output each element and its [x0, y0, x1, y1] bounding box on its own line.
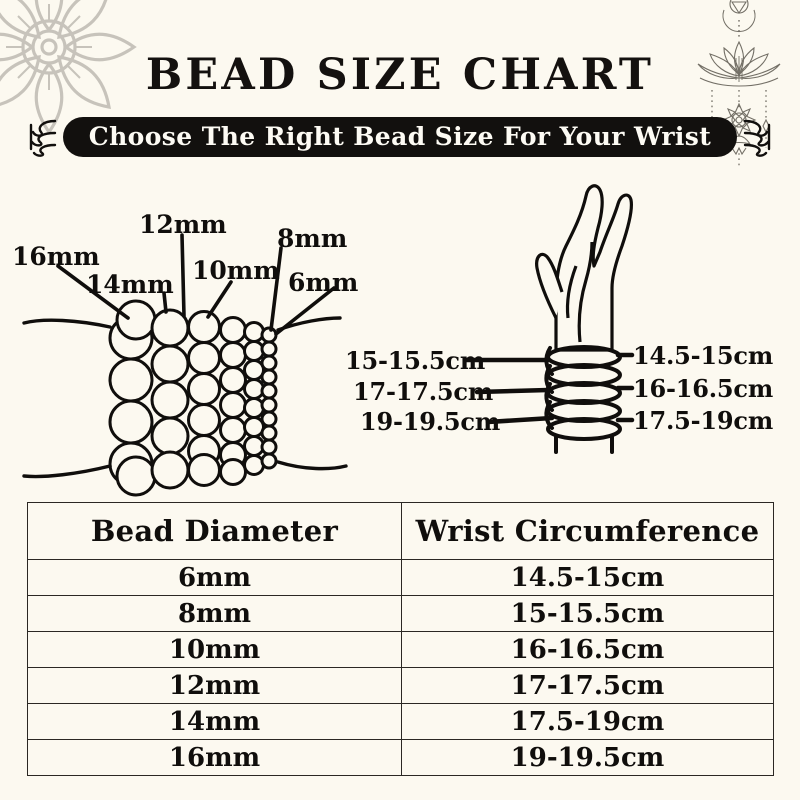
cell-wrist-circumference: 17-17.5cm	[401, 667, 774, 704]
cell-wrist-circumference: 17.5-19cm	[401, 703, 774, 740]
bead-label-12mm: 12mm	[139, 210, 227, 239]
column-header-bead-diameter: Bead Diameter	[27, 502, 402, 560]
page-title: BEAD SIZE CHART	[145, 50, 655, 100]
lotus-mandala-icon	[697, 0, 781, 166]
cell-wrist-circumference: 16-16.5cm	[401, 631, 774, 668]
table-row: 16mm 19-19.5cm	[27, 739, 774, 776]
wrist-label-left-17-17.5cm: 17-17.5cm	[353, 377, 494, 406]
cell-wrist-circumference: 19-19.5cm	[401, 739, 774, 776]
bead-label-8mm: 8mm	[277, 224, 348, 253]
hand-illustration	[535, 184, 634, 352]
bead-label-6mm: 6mm	[288, 268, 359, 297]
flourish-ornament-icon	[744, 119, 771, 157]
bead-label-16mm: 16mm	[12, 242, 100, 271]
wrist-label-left-15-15.5cm: 15-15.5cm	[345, 346, 486, 375]
table-row: 10mm 16-16.5cm	[27, 631, 774, 668]
bead-label-14mm: 14mm	[86, 270, 174, 299]
cell-wrist-circumference: 15-15.5cm	[401, 595, 774, 632]
table-row: 14mm 17.5-19cm	[27, 703, 774, 740]
wrist-label-right-17.5-19cm: 17.5-19cm	[633, 406, 774, 435]
table-header-row: Bead Diameter Wrist Circumference	[27, 502, 774, 560]
cell-bead-diameter: 6mm	[27, 559, 402, 596]
wrist-label-right-16-16.5cm: 16-16.5cm	[633, 374, 774, 403]
bead-label-10mm: 10mm	[192, 256, 280, 285]
wrist-tape-loops	[544, 345, 622, 454]
table-row: 8mm 15-15.5cm	[27, 595, 774, 632]
column-header-wrist-circumference: Wrist Circumference	[401, 502, 774, 560]
cell-bead-diameter: 12mm	[27, 667, 402, 704]
bead-size-table: Bead Diameter Wrist Circumference 6mm 14…	[27, 502, 774, 776]
cell-wrist-circumference: 14.5-15cm	[401, 559, 774, 596]
bead-cluster-illustration	[108, 299, 278, 497]
cell-bead-diameter: 16mm	[27, 739, 402, 776]
cell-bead-diameter: 8mm	[27, 595, 402, 632]
cell-bead-diameter: 10mm	[27, 631, 402, 668]
subtitle-banner: Choose The Right Bead Size For Your Wris…	[0, 114, 800, 160]
cell-bead-diameter: 14mm	[27, 703, 402, 740]
mandala-icon	[0, 0, 137, 135]
bracelet-cord	[22, 316, 348, 479]
table-row: 6mm 14.5-15cm	[27, 559, 774, 596]
flourish-ornament-icon	[29, 119, 56, 157]
table-row: 12mm 17-17.5cm	[27, 667, 774, 704]
subtitle-text: Choose The Right Bead Size For Your Wris…	[62, 117, 738, 157]
wrist-label-left-19-19.5cm: 19-19.5cm	[360, 407, 501, 436]
wrist-label-right-14.5-15cm: 14.5-15cm	[633, 341, 774, 370]
